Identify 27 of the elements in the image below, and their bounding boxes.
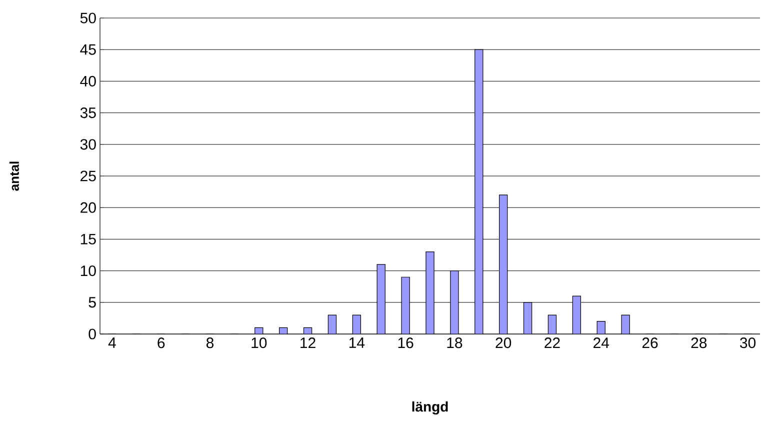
x-tick-label: 8: [206, 338, 214, 348]
x-tick-label: 12: [300, 338, 316, 348]
y-tick-label: 10: [80, 265, 96, 276]
y-axis-title: antal: [9, 162, 19, 191]
x-tick-label: 14: [349, 338, 365, 348]
x-axis-title: längd: [412, 401, 448, 414]
x-tick-label: 24: [594, 338, 610, 348]
y-tick-label: 45: [80, 44, 96, 55]
y-tick-label: 50: [80, 12, 96, 24]
x-tick-label: 10: [252, 338, 267, 348]
x-tick-label: 6: [158, 338, 165, 348]
y-tick-label: 20: [80, 202, 96, 213]
x-tick-label: 22: [544, 338, 560, 348]
x-tick-label: 16: [398, 338, 414, 348]
x-tick-label: 28: [691, 338, 707, 348]
y-tick-label: 30: [80, 139, 96, 150]
y-tick-label: 15: [80, 234, 96, 244]
x-tick-label: 4: [108, 338, 116, 348]
x-tick-label: 30: [740, 338, 756, 348]
y-tick-label: 40: [80, 76, 96, 86]
x-tick-label: 26: [642, 338, 658, 348]
y-tick-label: 25: [80, 170, 96, 182]
x-tick-label: 18: [447, 338, 462, 348]
x-tick-label: 20: [496, 338, 512, 348]
y-tick-label: 0: [88, 328, 96, 340]
y-tick-label: 5: [88, 297, 96, 308]
y-tick-label: 35: [80, 107, 96, 118]
